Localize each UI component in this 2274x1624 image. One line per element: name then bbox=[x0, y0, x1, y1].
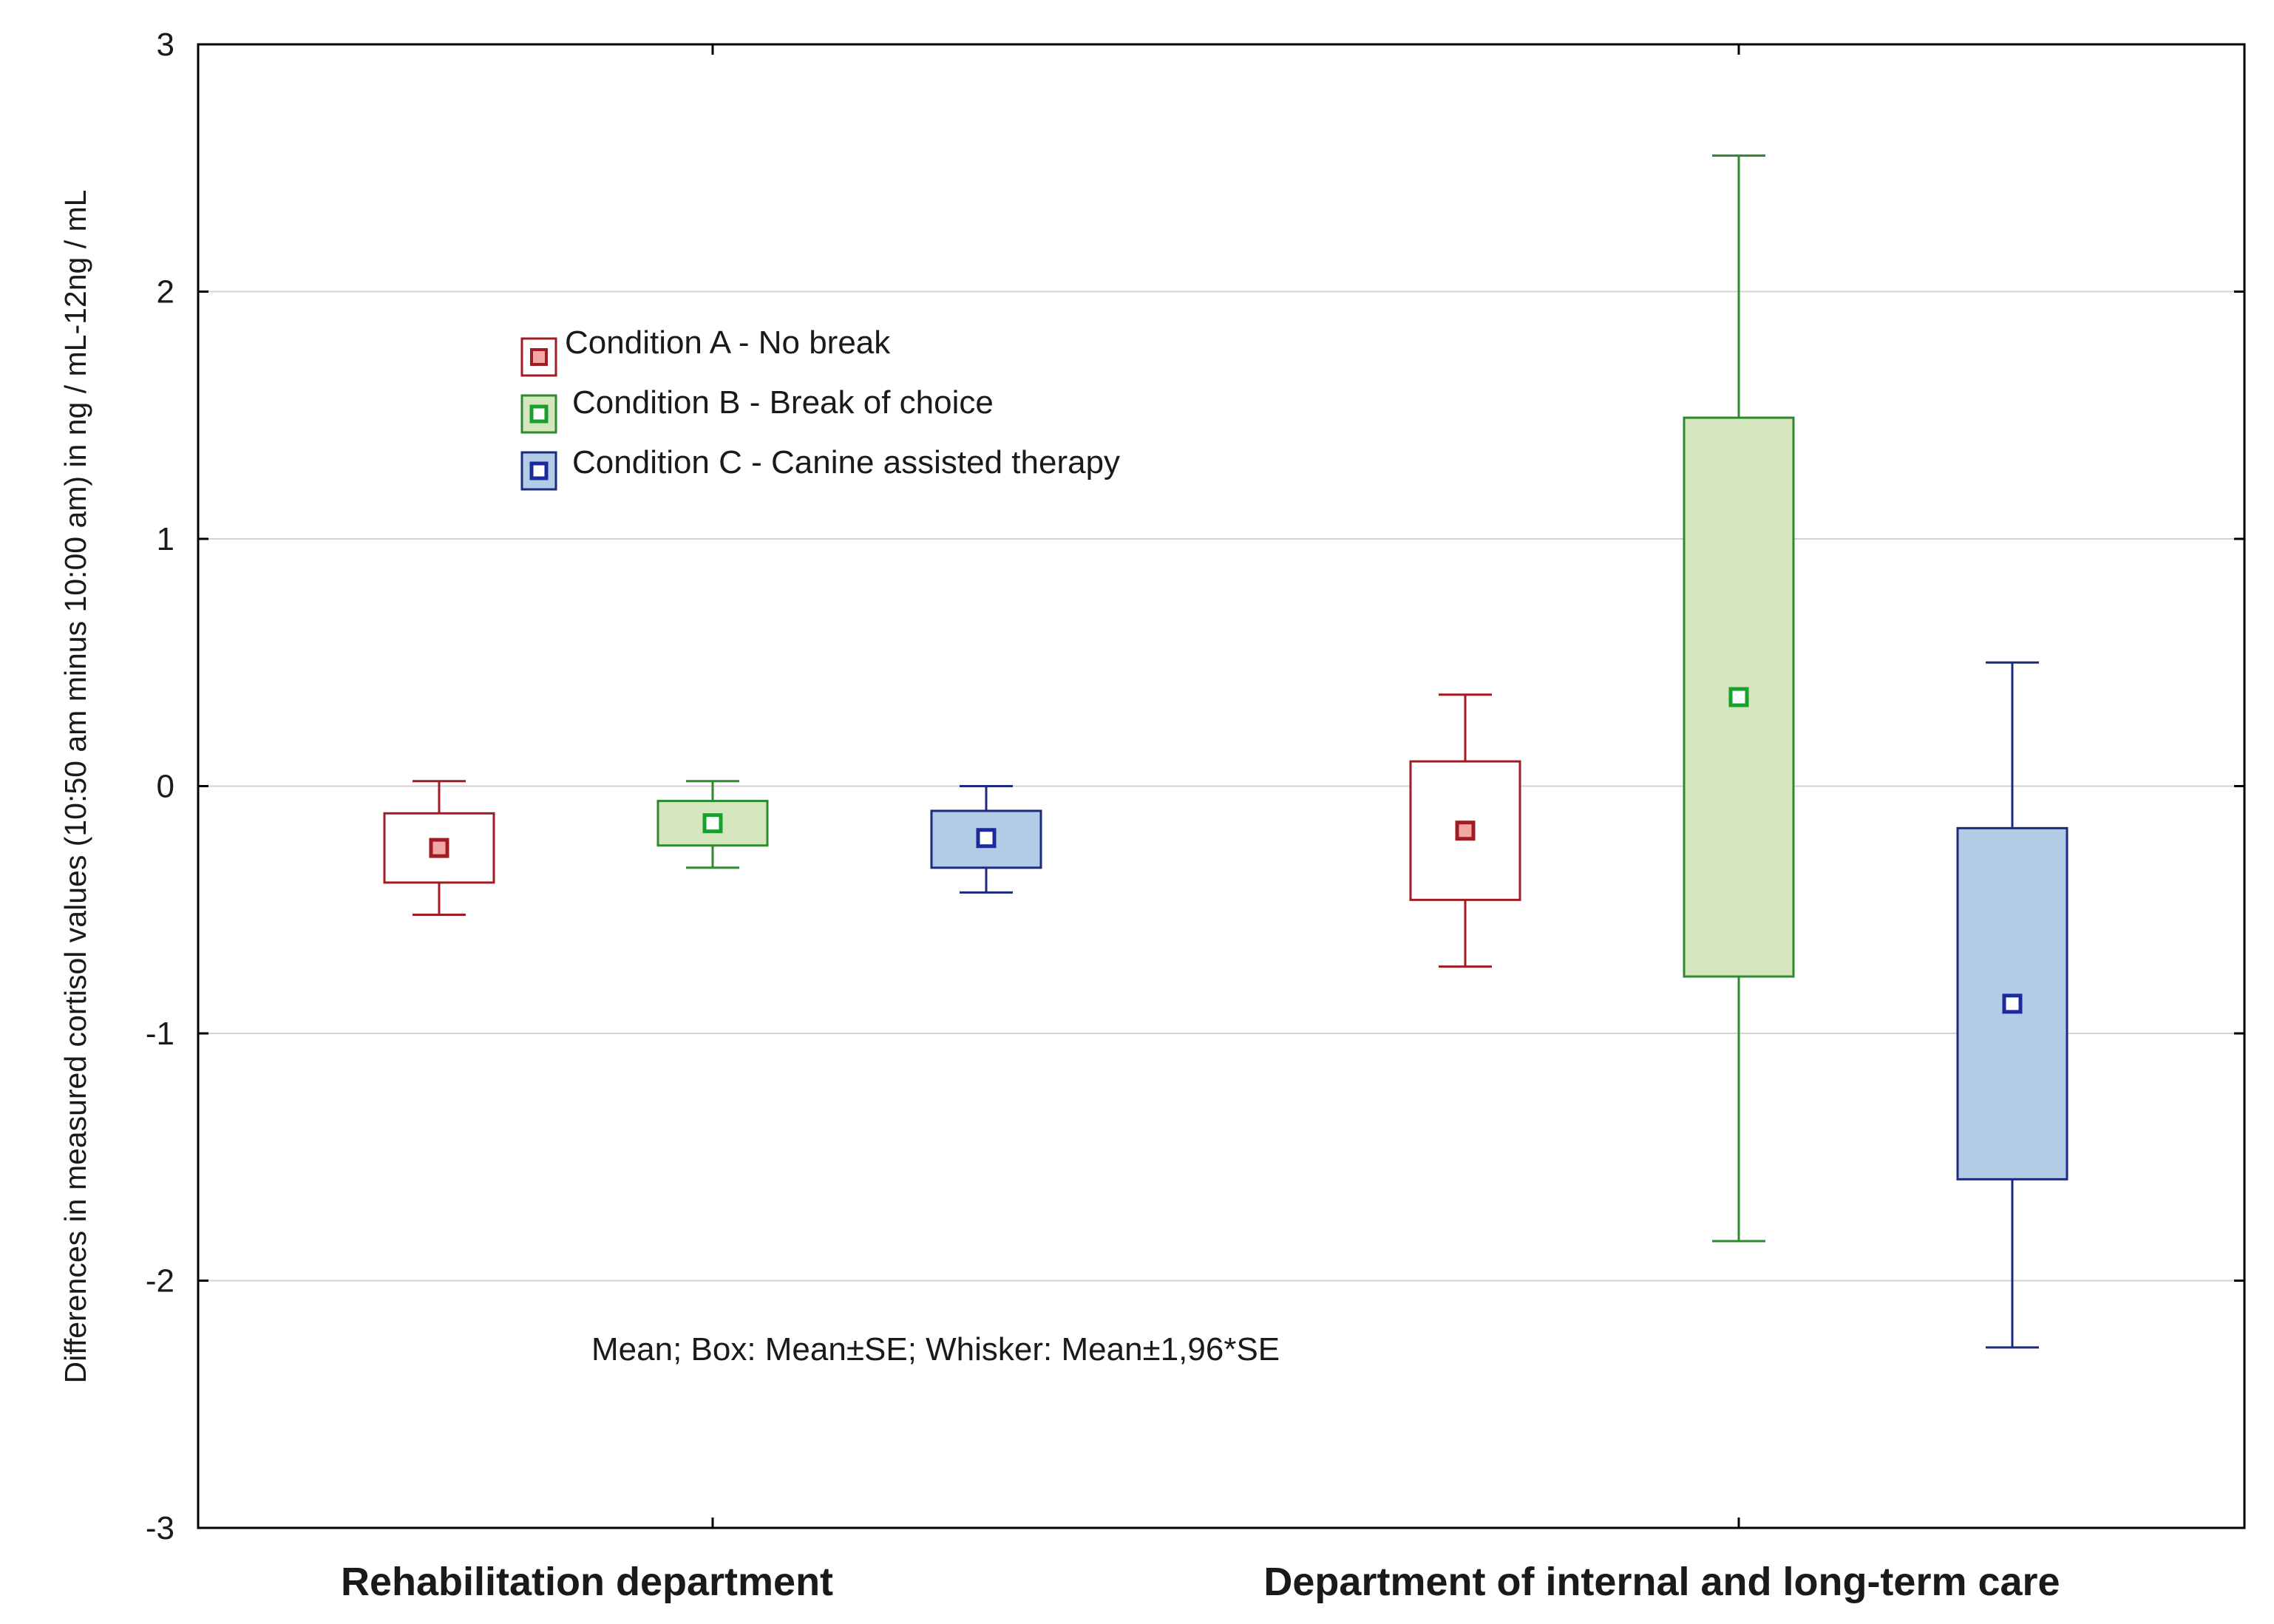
y-axis-ticks: 3 2 1 0 -1 -2 -3 bbox=[146, 27, 2244, 1546]
y-tick-label: 2 bbox=[157, 274, 174, 310]
y-tick-label: -3 bbox=[146, 1510, 174, 1546]
mean-marker bbox=[1728, 687, 1749, 707]
y-tick-label: -2 bbox=[146, 1263, 174, 1299]
y-tick-label: 1 bbox=[157, 521, 174, 557]
category-label-internal-care: Department of internal and long-term car… bbox=[1263, 1560, 2060, 1604]
box-1-0 bbox=[656, 780, 769, 869]
box-1-1 bbox=[1683, 154, 1795, 1243]
y-tick-label: 3 bbox=[157, 27, 174, 63]
mean-marker bbox=[2002, 993, 2023, 1014]
mean-marker bbox=[976, 828, 997, 849]
plot-series bbox=[383, 154, 2068, 1349]
gridlines bbox=[198, 291, 2244, 1282]
legend-label-condition-c: Condition C - Canine assisted therapy bbox=[572, 444, 1120, 480]
box-2-0 bbox=[930, 785, 1042, 894]
legend-marker-condition-a bbox=[530, 348, 548, 366]
mean-marker bbox=[429, 838, 449, 858]
box-2-1 bbox=[1956, 661, 2068, 1349]
y-tick-label: 0 bbox=[157, 769, 174, 805]
legend: Condition A - No break Condition B - Bre… bbox=[520, 325, 1120, 491]
x-axis-ticks bbox=[711, 44, 1740, 1528]
box-0-1 bbox=[1409, 693, 1521, 968]
mean-marker bbox=[1455, 821, 1476, 841]
legend-label-condition-b: Condition B - Break of choice bbox=[572, 384, 994, 421]
statistics-note: Mean; Box: Mean±SE; Whisker: Mean±1,96*S… bbox=[591, 1331, 1280, 1368]
box-0-0 bbox=[383, 780, 495, 916]
category-label-rehabilitation: Rehabilitation department bbox=[341, 1560, 833, 1604]
y-tick-label: -1 bbox=[146, 1016, 174, 1052]
mean-marker bbox=[702, 813, 723, 834]
y-axis-label: Differences in measured cortisol values … bbox=[58, 190, 92, 1384]
legend-label-condition-a: Condition A - No break bbox=[565, 325, 891, 361]
legend-marker-condition-c bbox=[529, 461, 549, 480]
legend-marker-condition-b bbox=[529, 404, 549, 424]
plot-frame bbox=[197, 43, 2246, 1529]
